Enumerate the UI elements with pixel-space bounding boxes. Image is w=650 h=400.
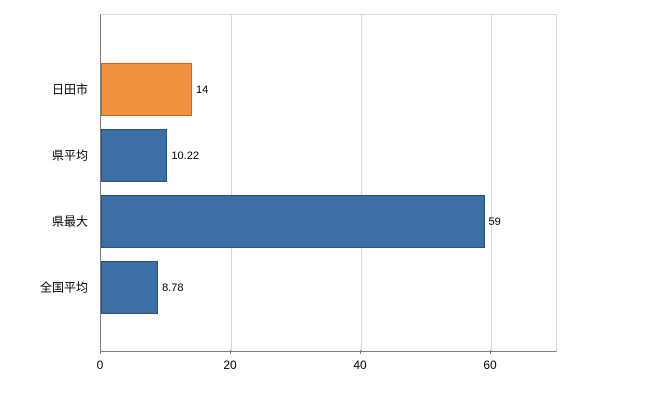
bar-value-label: 10.22 (171, 149, 199, 162)
category-label: 全国平均 (39, 280, 88, 294)
plot-area: 14 10.22 59 8.78 (100, 14, 557, 352)
x-axis-tick-label: 60 (483, 358, 497, 372)
gridline (361, 15, 362, 351)
category-axis: 日田市県平均県最大全国平均 (0, 14, 94, 350)
bar-value-label: 14 (196, 83, 209, 96)
category-label: 県最大 (51, 214, 88, 228)
x-axis-tick-label: 0 (96, 358, 104, 372)
x-axis-tick-label: 40 (353, 358, 367, 372)
bar (101, 195, 485, 248)
bar-row: 10.22 (101, 129, 556, 182)
gridline (231, 15, 232, 351)
x-axis: 0 20 40 60 (96, 350, 555, 380)
bar-value-label: 59 (488, 215, 501, 228)
bar (101, 129, 168, 182)
bar (101, 261, 159, 314)
x-axis-tick (100, 350, 101, 354)
bar-row: 8.78 (101, 261, 556, 314)
gridline (491, 15, 492, 351)
x-axis-tick (490, 350, 491, 354)
bar-row: 59 (101, 195, 556, 248)
x-axis-tick (230, 350, 231, 354)
x-axis-tick (360, 350, 361, 354)
bar-value-label: 8.78 (162, 281, 184, 294)
x-axis-tick-label: 20 (223, 358, 237, 372)
category-label: 日田市 (51, 82, 88, 96)
bar-row: 14 (101, 63, 556, 116)
category-label: 県平均 (51, 148, 88, 162)
bar (101, 63, 192, 116)
